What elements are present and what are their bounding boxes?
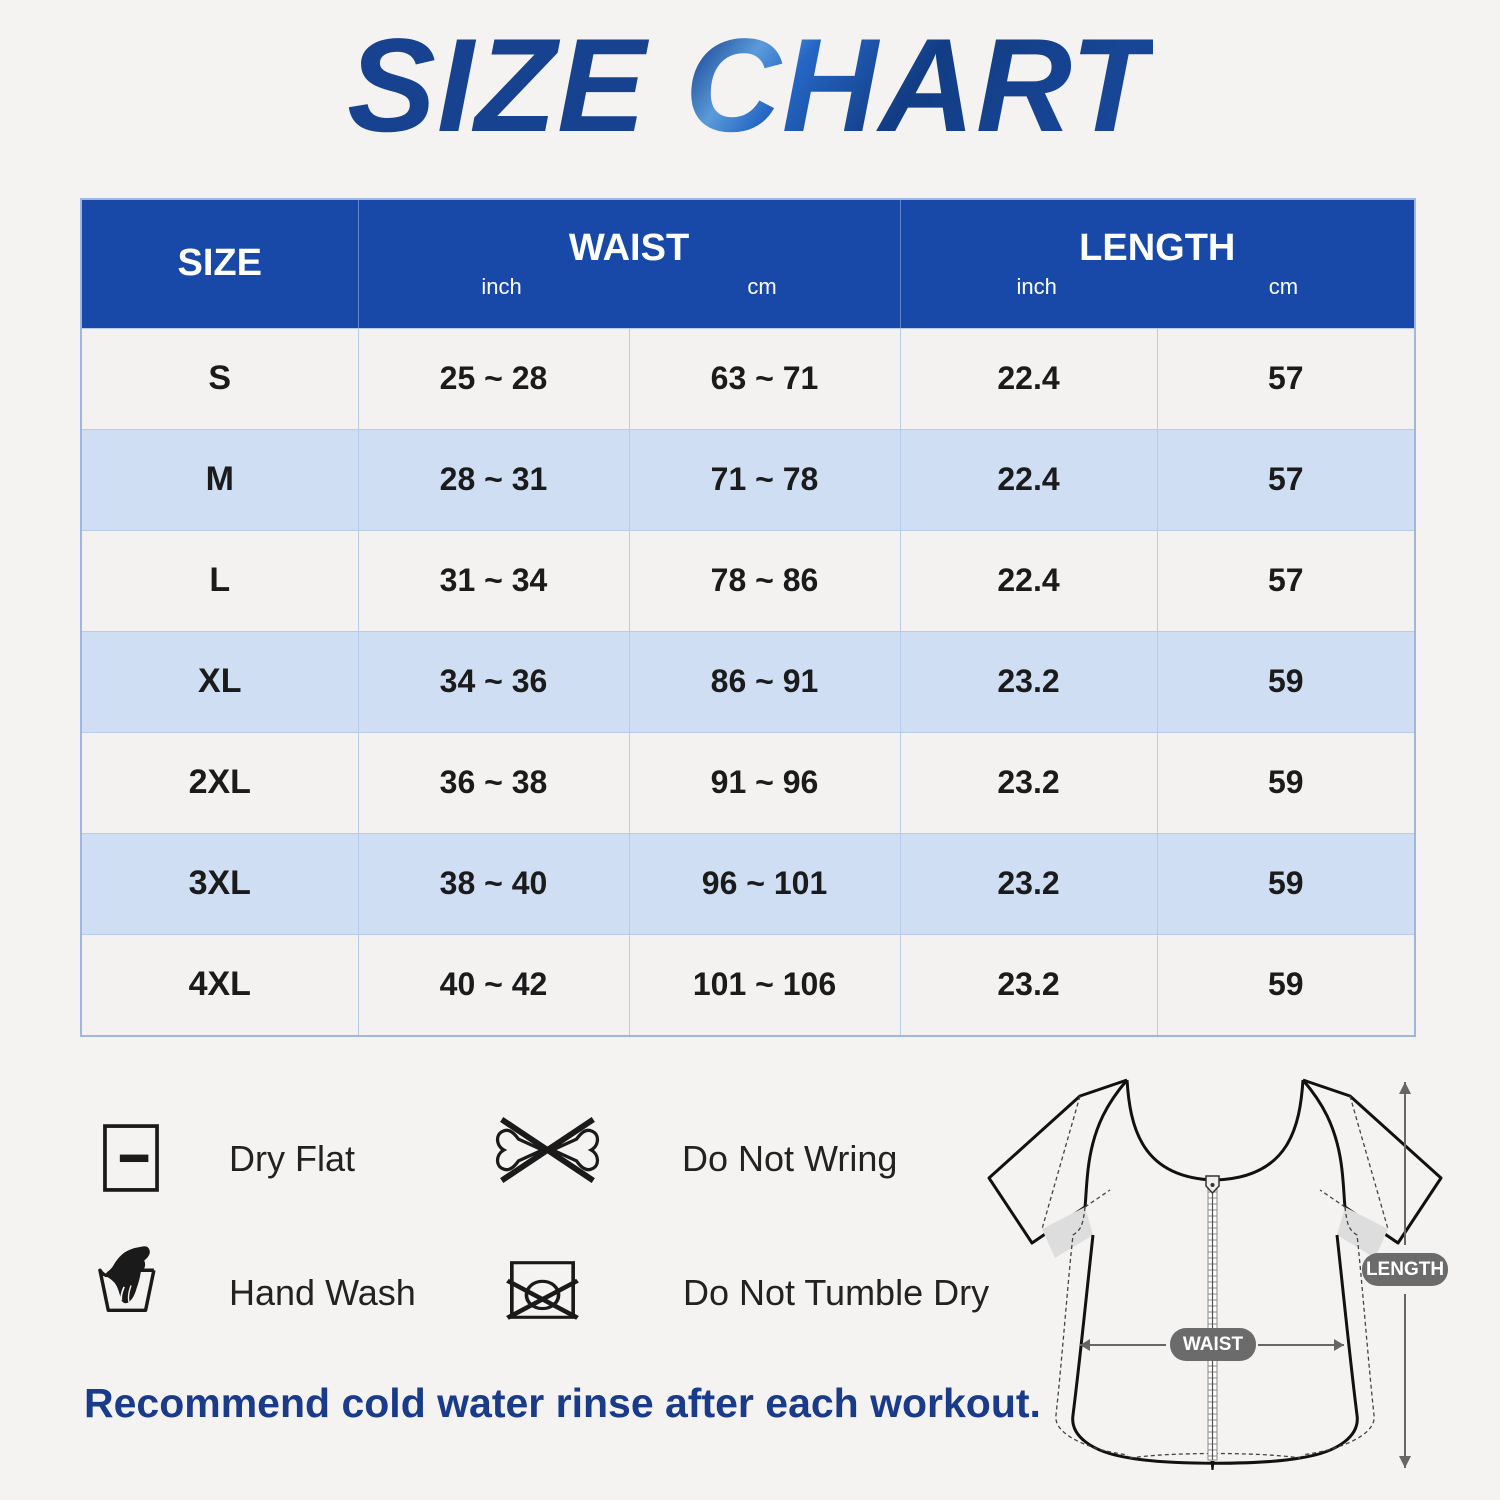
- svg-text:LENGTH: LENGTH: [1366, 1259, 1444, 1280]
- svg-text:WAIST: WAIST: [1183, 1334, 1244, 1355]
